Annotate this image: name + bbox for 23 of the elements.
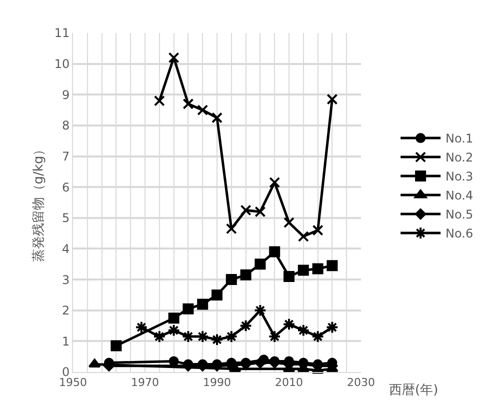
x-axis-title: 西暦(年) — [389, 383, 438, 398]
y-tick-label: 4 — [62, 242, 70, 256]
x-tick-label: 1970 — [131, 376, 159, 390]
y-tick-label: 3 — [62, 272, 70, 287]
legend-label: No.3 — [446, 170, 474, 184]
legend-label: No.1 — [446, 132, 474, 146]
y-tick-label: 1 — [62, 334, 70, 348]
y-tick-label: 10 — [54, 57, 70, 72]
legend-label: No.2 — [446, 150, 474, 165]
y-tick-label: 9 — [62, 88, 70, 102]
y-tick-label: 5 — [62, 211, 70, 226]
legend-label: No.6 — [446, 226, 474, 241]
x-tick-label: 1990 — [203, 376, 231, 390]
y-tick-label: 7 — [62, 149, 70, 164]
y-tick-label: 2 — [62, 304, 70, 318]
legend-label: No.4 — [446, 188, 474, 203]
legend-label: No.5 — [446, 208, 474, 222]
y-tick-label: 6 — [62, 180, 70, 194]
y-tick-label: 8 — [62, 118, 70, 133]
x-tick-label: 2010 — [275, 376, 303, 390]
y-tick-label: 11 — [54, 26, 70, 40]
y-axis-title: 蒸発残留物（g/kg） — [31, 142, 46, 262]
x-tick-label: 2030 — [347, 376, 375, 390]
